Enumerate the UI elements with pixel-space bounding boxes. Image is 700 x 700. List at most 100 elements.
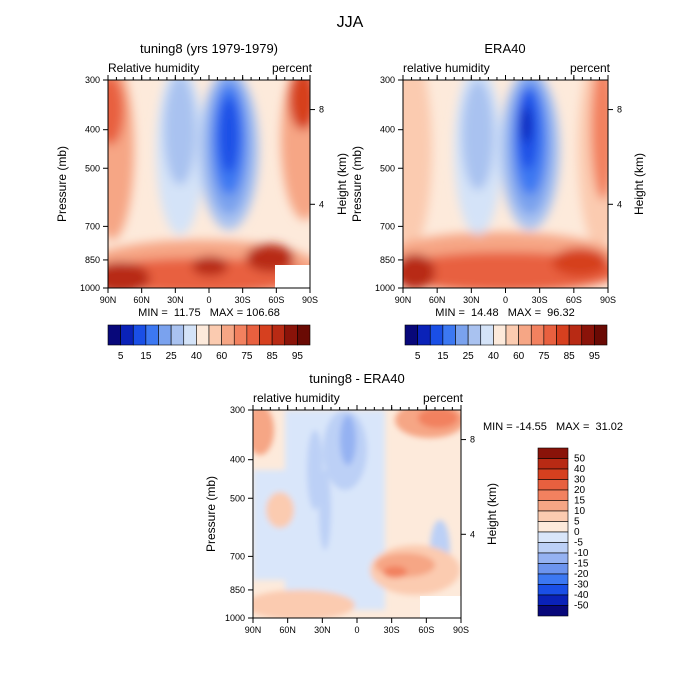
panel-difference-colorbar-label: 10 [574, 506, 586, 517]
panel-model-subtitle-right: percent [272, 61, 313, 75]
panel-model-height-tick-label: 4 [319, 199, 324, 209]
panel-difference-colorbar-swatch [537, 531, 569, 543]
panel-difference-colorbar-label: 5 [574, 517, 580, 528]
panel-reference-xtick-label: 30N [463, 295, 480, 305]
panel-model-colorbar-swatch [107, 324, 121, 346]
panel-difference-colorbar-swatch [537, 573, 569, 585]
panel-model-height-tick-label: 8 [319, 105, 324, 115]
panel-difference-colorbar-label: 40 [574, 464, 586, 475]
panel-difference-colorbar-label: 50 [574, 454, 586, 465]
panel-reference-xtick-label: 90S [600, 295, 616, 305]
panel-difference-colorbar-label: -40 [574, 590, 589, 601]
panel-reference-colorbar-swatch [442, 324, 456, 346]
panel-model-colorbar-swatch [221, 324, 235, 346]
panel-model-xtick-label: 0 [206, 295, 211, 305]
panel-difference-colorbar-swatch [537, 458, 569, 470]
panel-reference-colorbar-swatch [594, 324, 608, 346]
panel-model-xtick-label: 30N [167, 295, 184, 305]
panel-reference-height-tick-label: 4 [617, 199, 622, 209]
panel-model-colorbar-swatch [196, 324, 210, 346]
panel-reference-colorbar-swatch [417, 324, 431, 346]
panel-model-ytick-label: 850 [85, 255, 100, 265]
panel-reference-ytick-label: 700 [380, 221, 395, 231]
panel-model-colorbar-swatch [259, 324, 273, 346]
panel-difference-stats: MIN = -14.55 MAX = 31.02 [483, 421, 623, 433]
panel-reference-ylabel-right: Height (km) [632, 153, 646, 215]
panel-difference-colorbar-label: 0 [574, 527, 580, 538]
panel-model-title: tuning8 (yrs 1979-1979) [140, 41, 278, 56]
panel-difference-ytick-label: 850 [230, 585, 245, 595]
panel-model: tuning8 (yrs 1979-1979) Relative humidit… [55, 41, 349, 362]
panel-difference-colorbar-label: -5 [574, 538, 583, 549]
panel-reference-colorbar-label: 75 [538, 351, 550, 362]
panel-reference-colorbar-swatch [455, 324, 469, 346]
panel-difference-colorbar-swatch [537, 500, 569, 512]
panel-reference-subtitle-right: percent [570, 61, 611, 75]
panel-reference-colorbar-label: 25 [463, 351, 475, 362]
panel-reference-colorbar-label: 95 [589, 351, 601, 362]
panel-reference-colorbar-label: 40 [488, 351, 500, 362]
panel-reference-xtick-label: 60N [429, 295, 446, 305]
panel-model-colorbar-swatch [271, 324, 286, 346]
panel-difference-xtick-label: 90S [453, 625, 469, 635]
panel-model-colorbar-label: 95 [292, 351, 304, 362]
panel-model-xtick-label: 30S [235, 295, 251, 305]
panel-reference-colorbar-swatch [480, 324, 494, 346]
panel-model-colorbar-swatch [170, 324, 185, 346]
panel-difference-ytick-label: 500 [230, 493, 245, 503]
panel-model-colorbar-label: 40 [191, 351, 203, 362]
panel-difference-colorbar-swatch [537, 447, 569, 459]
panel-model-ylabel: Pressure (mb) [55, 146, 69, 222]
panel-model-colorbar-label: 15 [140, 351, 152, 362]
panel-reference-xtick-label: 90N [395, 295, 412, 305]
panel-difference-subtitle-right: percent [423, 391, 464, 405]
panel-difference-ylabel-right: Height (km) [485, 483, 499, 545]
panel-model-xtick-label: 60S [268, 295, 284, 305]
panel-reference-height-tick-label: 8 [617, 105, 622, 115]
panel-model-field [108, 80, 310, 288]
panel-reference-colorbar-swatch [493, 324, 507, 346]
panel-model-colorbar-swatch [158, 324, 172, 346]
panel-reference-xtick-label: 30S [532, 295, 548, 305]
panel-difference-field [253, 410, 461, 618]
panel-difference-colorbar-swatch [537, 479, 569, 491]
panel-reference-ytick-label: 1000 [375, 283, 395, 293]
panel-model-colorbar-swatch [132, 324, 147, 346]
panel-model-ytick-label: 400 [85, 125, 100, 135]
panel-reference-colorbar-swatch [429, 324, 444, 346]
panel-difference-ytick-label: 300 [230, 405, 245, 415]
panel-difference-colorbar-label: -15 [574, 559, 589, 570]
panel-reference-colorbar-swatch [543, 324, 557, 346]
panel-model-xtick-label: 90N [100, 295, 117, 305]
panel-difference-colorbar-label: -20 [574, 569, 589, 580]
panel-reference-ytick-label: 400 [380, 125, 395, 135]
panel-model-colorbar-label: 75 [241, 351, 253, 362]
panel-reference-ytick-label: 500 [380, 163, 395, 173]
panel-difference-xtick-label: 60N [279, 625, 296, 635]
panel-model-ytick-label: 700 [85, 221, 100, 231]
panel-model-colorbar-swatch [183, 324, 197, 346]
panel-difference-colorbar-label: 30 [574, 475, 586, 486]
panel-difference-colorbar-label: 15 [574, 496, 586, 507]
panel-difference: tuning8 - ERA40 relative humidity percen… [204, 371, 623, 635]
panel-reference-colorbar-label: 60 [513, 351, 525, 362]
panel-difference-colorbar-swatch [537, 552, 569, 564]
panel-reference-colorbar-label: 15 [437, 351, 449, 362]
panel-model-colorbar-swatch [284, 324, 298, 346]
panel-difference-colorbar-swatch [537, 521, 569, 533]
panel-difference-xtick-label: 60S [418, 625, 434, 635]
panel-reference-colorbar-label: 5 [415, 351, 421, 362]
panel-reference-ylabel: Pressure (mb) [350, 146, 364, 222]
panel-difference-colorbar-swatch [537, 542, 569, 554]
panel-difference-height-tick-label: 8 [470, 435, 475, 445]
panel-model-ylabel-right: Height (km) [335, 153, 349, 215]
panel-reference-ytick-label: 300 [380, 75, 395, 85]
panel-model-colorbar-swatch [120, 324, 134, 346]
panel-reference-colorbar-swatch [568, 324, 583, 346]
panel-difference-colorbar-swatch [537, 510, 569, 522]
panel-difference-colorbar-swatch [537, 468, 569, 480]
panel-reference-colorbar-swatch [530, 324, 545, 346]
panel-difference-colorbar-label: -10 [574, 548, 589, 559]
panel-difference-xtick-label: 90N [245, 625, 262, 635]
